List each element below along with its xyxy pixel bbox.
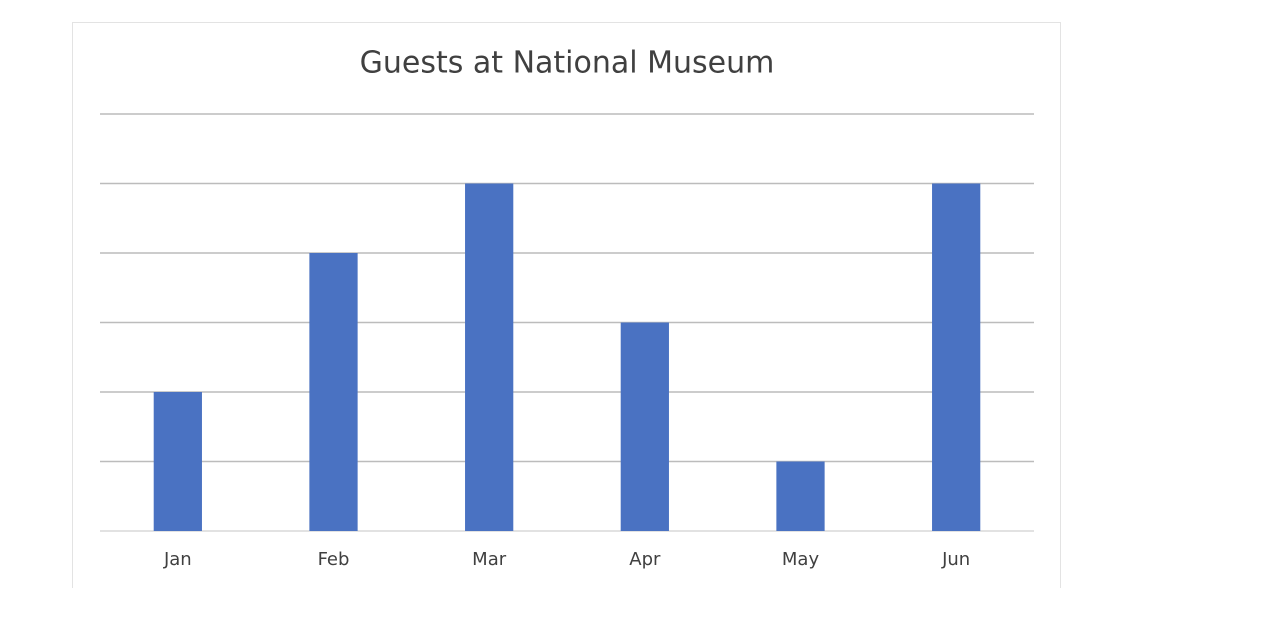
x-tick-label: Jun — [941, 549, 970, 570]
x-tick-label: Mar — [472, 549, 507, 570]
bar — [153, 392, 202, 531]
x-tick-label: Feb — [318, 549, 350, 570]
chart-frame — [72, 22, 1061, 603]
x-tick-label: Apr — [629, 549, 661, 570]
bar — [776, 461, 825, 531]
crop-mask — [60, 588, 1070, 640]
x-tick-label: Jan — [163, 549, 192, 570]
bar — [465, 183, 514, 531]
bar — [620, 322, 669, 531]
bar — [309, 253, 358, 531]
bar — [932, 183, 981, 531]
chart-title: Guests at National Museum — [360, 46, 775, 81]
x-tick-label: May — [782, 549, 820, 570]
